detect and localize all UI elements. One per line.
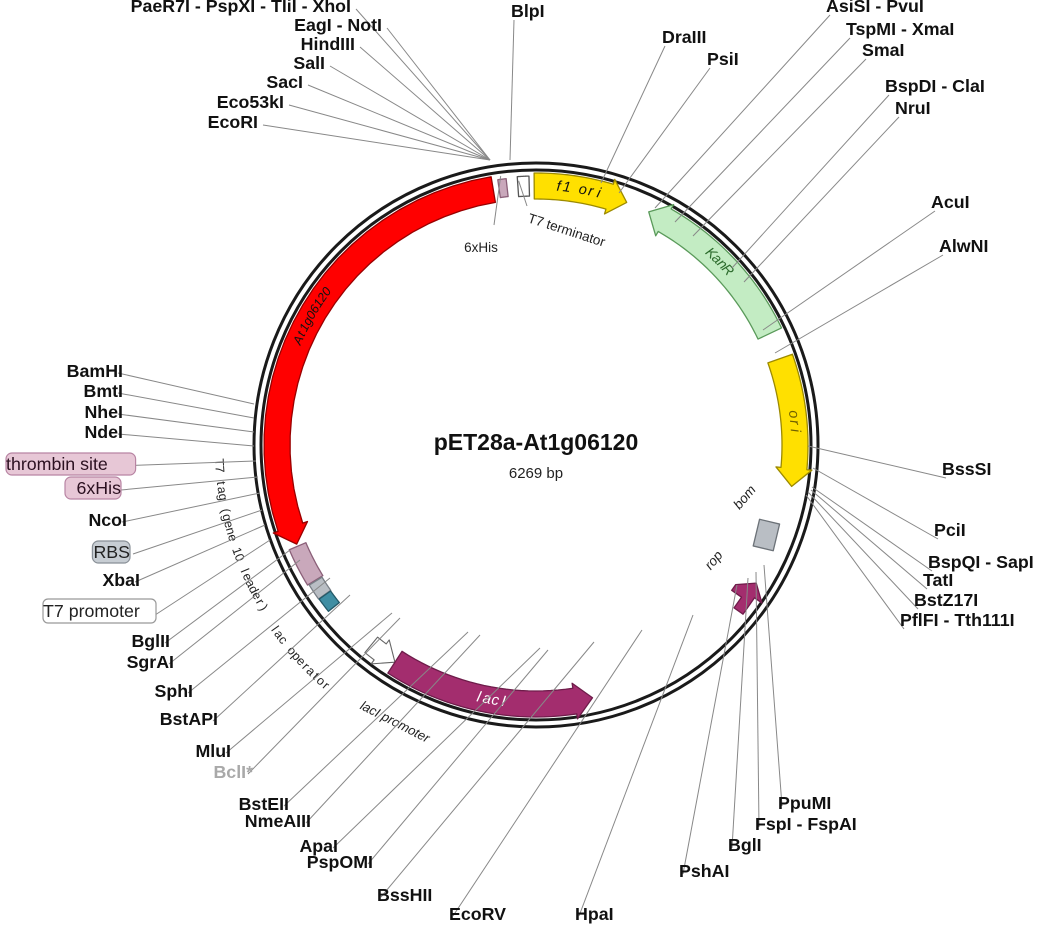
svg-text:BstEII: BstEII <box>239 794 289 814</box>
svg-text:T7 promoter: T7 promoter <box>43 601 140 621</box>
svg-text:TspMI - XmaI: TspMI - XmaI <box>846 19 954 39</box>
svg-text:7: 7 <box>212 465 226 473</box>
svg-text:Eco53kI: Eco53kI <box>217 92 284 112</box>
svg-text:AcuI: AcuI <box>931 192 970 212</box>
svg-text:NheI: NheI <box>84 402 123 422</box>
svg-text:MluI: MluI <box>195 741 231 761</box>
svg-text:PflFI - Tth111I: PflFI - Tth111I <box>900 610 1015 630</box>
svg-text:ApaI: ApaI <box>299 836 338 856</box>
svg-text:PciI: PciI <box>934 520 966 540</box>
svg-text:g: g <box>216 492 231 501</box>
svg-text:EcoRV: EcoRV <box>449 904 506 924</box>
svg-text:NcoI: NcoI <box>88 510 127 530</box>
svg-text:BspQI - SapI: BspQI - SapI <box>928 552 1034 572</box>
svg-text:AlwNI: AlwNI <box>939 236 988 256</box>
svg-text:EagI - NotI: EagI - NotI <box>294 15 382 35</box>
svg-text:BssSI: BssSI <box>942 459 991 479</box>
svg-text:bom: bom <box>730 482 758 512</box>
svg-text:HpaI: HpaI <box>575 904 614 924</box>
svg-text:NruI: NruI <box>895 98 931 118</box>
svg-text:BlpI: BlpI <box>511 1 545 21</box>
svg-text:PshAI: PshAI <box>679 861 729 881</box>
svg-text:thrombin site: thrombin site <box>6 454 108 474</box>
svg-text:BglII: BglII <box>131 631 170 651</box>
svg-text:DraIII: DraIII <box>662 27 706 47</box>
svg-text:RBS: RBS <box>93 542 130 562</box>
svg-text:PaeR7I - PspXI - TliI - XhoI: PaeR7I - PspXI - TliI - XhoI <box>131 0 351 16</box>
svg-text:lacI promoter: lacI promoter <box>358 698 433 746</box>
svg-text:AsiSI - PvuI: AsiSI - PvuI <box>826 0 924 16</box>
svg-text:PpuMI: PpuMI <box>778 793 831 813</box>
svg-text:T7 terminator: T7 terminator <box>526 211 607 250</box>
svg-text:NdeI: NdeI <box>84 422 123 442</box>
svg-text:6269 bp: 6269 bp <box>509 465 563 482</box>
svg-text:SmaI: SmaI <box>862 40 905 60</box>
svg-text:SacI: SacI <box>266 72 303 92</box>
svg-text:EcoRI: EcoRI <box>208 112 258 132</box>
svg-text:BclI*: BclI* <box>213 762 253 782</box>
svg-text:BssHII: BssHII <box>377 885 432 905</box>
svg-text:NmeAIII: NmeAIII <box>245 811 311 831</box>
svg-text:BstZ17I: BstZ17I <box>914 590 978 610</box>
svg-text:BamHI: BamHI <box>67 361 123 381</box>
svg-text:rop: rop <box>702 547 726 572</box>
svg-text:6xHis: 6xHis <box>77 478 122 498</box>
svg-text:TatI: TatI <box>923 570 953 590</box>
svg-text:pET28a-At1g06120: pET28a-At1g06120 <box>434 429 639 455</box>
svg-text:FspI - FspAI: FspI - FspAI <box>755 814 857 834</box>
svg-text:BglI: BglI <box>728 835 762 855</box>
svg-text:SalI: SalI <box>293 53 325 73</box>
svg-text:BspDI - ClaI: BspDI - ClaI <box>885 76 985 96</box>
svg-text:PsiI: PsiI <box>707 49 739 69</box>
svg-text:BmtI: BmtI <box>83 381 123 401</box>
svg-text:BstAPI: BstAPI <box>160 709 218 729</box>
svg-text:SphI: SphI <box>154 681 193 701</box>
svg-text:HindIII: HindIII <box>301 34 355 54</box>
svg-text:SgrAI: SgrAI <box>127 652 174 672</box>
svg-text:6xHis: 6xHis <box>464 240 498 255</box>
svg-text:XbaI: XbaI <box>102 570 140 590</box>
